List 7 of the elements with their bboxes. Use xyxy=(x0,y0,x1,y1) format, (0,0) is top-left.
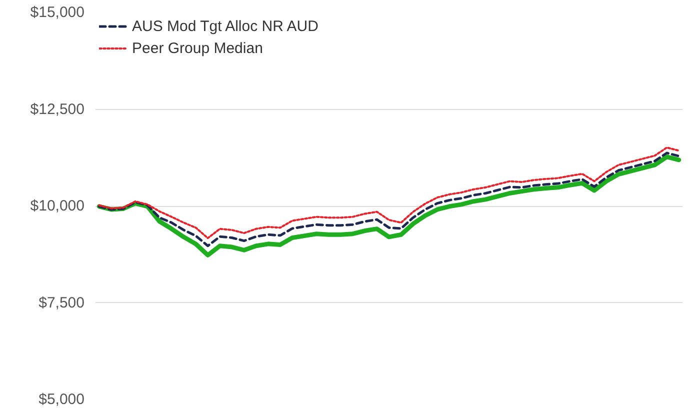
legend-label: Peer Group Median xyxy=(132,40,263,56)
legend-label: AUS Mod Tgt Alloc NR AUD xyxy=(132,18,318,34)
y-tick-label: $12,500 xyxy=(30,100,85,118)
y-tick-label: $10,000 xyxy=(30,198,85,214)
y-tick-label: $15,000 xyxy=(30,4,85,21)
y-tick-label: $5,000 xyxy=(38,391,85,408)
y-tick-label: $7,500 xyxy=(38,294,85,312)
